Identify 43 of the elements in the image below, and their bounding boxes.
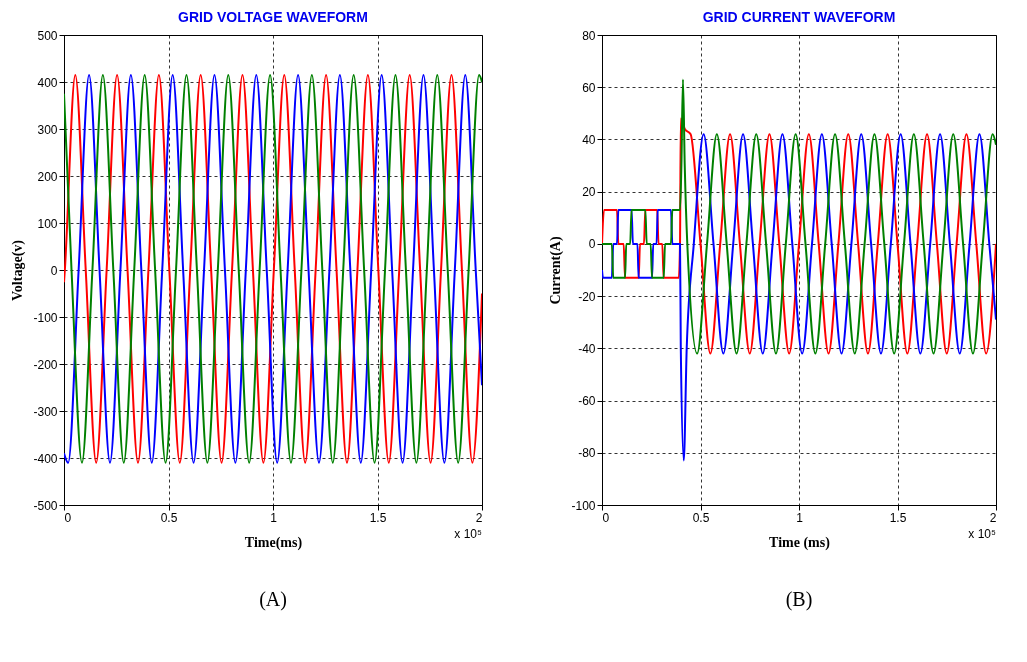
y-tick-label: -20 <box>578 289 596 304</box>
x-tick-label: 1.5 <box>369 510 387 525</box>
y-tick-label: 40 <box>582 132 596 147</box>
y-tick-label: 200 <box>37 169 58 184</box>
line-series <box>602 133 996 462</box>
y-tick-label: 0 <box>588 237 596 252</box>
y-axis-title: Voltage(v) <box>10 239 27 301</box>
x-tick-label: 0.5 <box>692 510 710 525</box>
chart-title: GRID CURRENT WAVEFORM <box>702 9 896 25</box>
line-series <box>64 73 482 464</box>
x-tick-label: 0 <box>64 510 72 525</box>
text: (B) <box>785 588 813 611</box>
y-axis-title: Current(A) <box>548 236 565 305</box>
y-tick-label: 400 <box>37 75 58 90</box>
y-tick-label: 60 <box>582 80 596 95</box>
y-tick-label: -80 <box>578 446 596 461</box>
text: (A) <box>259 588 287 611</box>
x-tick-label: 0.5 <box>160 510 178 525</box>
x-tick-label: 1.5 <box>889 510 907 525</box>
x-tick-label: 0 <box>602 510 610 525</box>
y-tick-label: 100 <box>37 216 58 231</box>
y-tick-label: -200 <box>33 357 58 372</box>
y-tick-label: -40 <box>578 341 596 356</box>
x-axis-title: Time(ms) <box>244 534 303 551</box>
y-tick-label: 300 <box>37 122 58 137</box>
y-tick-label: -300 <box>33 404 58 419</box>
y-tick-label: -100 <box>33 310 58 325</box>
y-tick-label: -60 <box>578 394 596 409</box>
y-tick-label: 80 <box>582 28 596 43</box>
text: x 10⁵ <box>968 527 997 541</box>
chart-title: GRID VOLTAGE WAVEFORM <box>178 9 368 25</box>
x-tick-label: 2 <box>475 510 483 525</box>
y-tick-label: -400 <box>33 451 58 466</box>
x-axis-title: Time (ms) <box>769 534 831 551</box>
x-tick-label: 2 <box>989 510 997 525</box>
y-tick-label: 500 <box>37 28 58 43</box>
text: x 10⁵ <box>454 527 483 541</box>
y-tick-label: -500 <box>33 498 58 513</box>
x-tick-label: 1 <box>270 510 278 525</box>
x-tick-label: 1 <box>796 510 804 525</box>
y-tick-label: 0 <box>50 263 58 278</box>
y-tick-label: -100 <box>571 498 596 513</box>
y-tick-label: 20 <box>582 185 596 200</box>
